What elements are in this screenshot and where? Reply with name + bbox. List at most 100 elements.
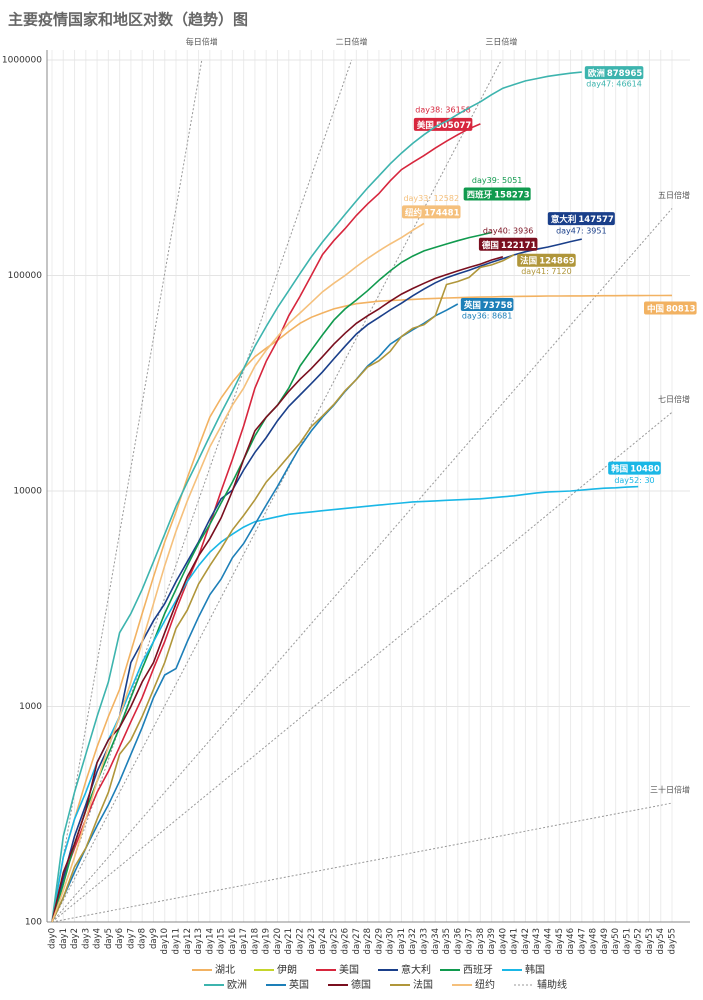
end-label-name: 西班牙	[467, 189, 493, 200]
end-label-box	[644, 301, 697, 315]
x-tick-label: day18	[250, 928, 260, 954]
end-label-text: 英国 73758	[463, 299, 513, 310]
x-tick-label: day7	[126, 928, 136, 949]
x-tick-label: day5	[104, 928, 114, 949]
end-label-value: 124869	[539, 256, 575, 266]
end-label-text: 欧洲 878965	[588, 68, 643, 79]
x-tick-label: day39	[487, 928, 497, 954]
end-label-name: 德国	[482, 239, 499, 250]
x-tick-label: day46	[566, 928, 576, 954]
x-tick-label: day9	[149, 928, 159, 949]
series-note: day52: 30	[614, 476, 654, 485]
chart-title: 主要疫情国家和地区对数（趋势）图	[8, 11, 248, 29]
end-label-text: 中国 80813	[647, 303, 696, 314]
series-line	[51, 123, 481, 923]
series-note: day41: 7120	[521, 267, 572, 276]
y-tick-label: 100	[25, 918, 42, 928]
x-tick-label: day55	[668, 928, 678, 954]
end-label-name: 英国	[463, 299, 481, 310]
end-label-text: 美国 505077	[417, 119, 472, 130]
x-tick-label: day30	[386, 928, 396, 954]
x-tick-label: day15	[217, 928, 227, 954]
series-note: day39: 5051	[472, 176, 523, 185]
legend-label: 英国	[289, 978, 309, 991]
reference-line	[51, 59, 353, 923]
legend-label: 纽约	[475, 978, 495, 991]
series-note: day40: 3936	[483, 226, 534, 235]
x-tick-label: day23	[307, 928, 317, 954]
x-tick-label: day3	[81, 928, 91, 949]
reference-label: 二日倍增	[336, 37, 368, 47]
x-tick-label: day45	[555, 928, 565, 954]
x-tick-label: day4	[93, 928, 103, 949]
series-note: day47: 46614	[586, 80, 642, 89]
series-line	[51, 294, 673, 923]
end-label: 德国 122171	[478, 237, 538, 251]
end-label-value: 878965	[607, 69, 643, 79]
end-label-name: 中国	[647, 303, 664, 314]
x-tick-label: day35	[442, 928, 452, 954]
x-tick-label: day41	[510, 928, 520, 954]
end-label-value: 80813	[666, 304, 696, 314]
x-tick-label: day16	[228, 928, 238, 954]
series-line	[51, 222, 425, 923]
x-tick-label: day24	[318, 928, 328, 954]
series-line	[51, 256, 504, 923]
series-note: day38: 36158	[415, 105, 471, 114]
end-label: 纽约 174481	[402, 205, 461, 219]
x-tick-label: day40	[498, 928, 508, 954]
reference-label: 七日倍增	[658, 394, 690, 404]
series-line	[51, 238, 582, 923]
end-label-value: 147577	[578, 215, 614, 225]
y-tick-label: 100000	[8, 271, 43, 281]
x-tick-label: day20	[273, 928, 283, 954]
end-label-box	[608, 461, 661, 475]
x-tick-label: day42	[521, 928, 531, 954]
x-tick-label: day44	[544, 928, 554, 954]
x-tick-label: day14	[205, 928, 215, 954]
reference-line	[51, 802, 673, 923]
end-label-name: 纽约	[405, 207, 423, 218]
end-label-text: 纽约 174481	[405, 207, 460, 218]
end-label-value: 122171	[501, 240, 537, 250]
end-label-box	[478, 237, 538, 251]
x-tick-label: day19	[262, 928, 272, 954]
legend-label: 湖北	[215, 964, 235, 976]
end-label-name: 韩国	[611, 463, 628, 474]
end-label: 英国 73758	[460, 297, 514, 311]
x-tick-label: day48	[589, 928, 599, 954]
x-tick-label: day28	[363, 928, 373, 954]
x-tick-label: day17	[239, 928, 249, 954]
end-label: 欧洲 878965	[584, 66, 644, 80]
x-tick-label: day47	[577, 928, 587, 954]
series-note: day36: 8681	[462, 311, 513, 320]
reference-line	[51, 208, 673, 923]
x-tick-label: day13	[194, 928, 204, 954]
end-label-text: 法国 124869	[520, 255, 575, 266]
end-label-name: 欧洲	[588, 68, 605, 79]
series-line	[51, 253, 515, 923]
end-label-value: 73758	[483, 300, 513, 310]
x-tick-label: day22	[296, 928, 306, 954]
legend-label: 辅助线	[537, 978, 567, 991]
x-tick-label: day1	[59, 928, 69, 949]
end-label-text: 韩国 10480	[611, 463, 660, 474]
series-line	[51, 485, 639, 923]
x-tick-label: day34	[431, 928, 441, 954]
end-label-name: 美国	[417, 119, 434, 130]
reference-label: 三日倍增	[485, 37, 517, 47]
legend-label: 德国	[351, 978, 371, 991]
x-tick-label: day29	[374, 928, 384, 954]
y-tick-label: 1000000	[2, 56, 42, 66]
reference-label: 三十日倍增	[650, 785, 690, 795]
reference-label: 每日倍增	[186, 37, 218, 47]
end-label: 法国 124869	[517, 253, 576, 267]
series-line	[51, 71, 582, 923]
end-label-box	[584, 66, 644, 80]
end-label-name: 法国	[520, 255, 537, 266]
x-tick-label: day11	[172, 928, 182, 954]
legend-label: 韩国	[525, 963, 545, 976]
reference-line	[51, 59, 203, 923]
legend-label: 西班牙	[463, 964, 493, 976]
